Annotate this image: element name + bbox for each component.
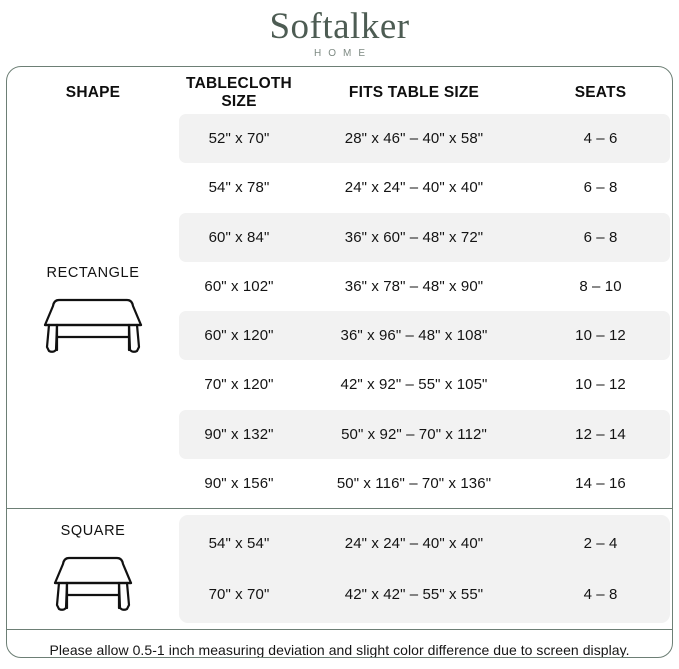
cell-fits-table-size: 36" x 96" – 48" x 108" xyxy=(340,327,488,345)
table-row: 60" x 102" 36" x 78" – 48" x 90" 8 – 10 xyxy=(179,262,672,311)
column-header-fits-table-size: FITS TABLE SIZE xyxy=(348,83,480,101)
shape-cell-square: SQUARE xyxy=(7,509,179,629)
column-header-seats: SEATS xyxy=(574,83,627,101)
shape-cell-rectangle: RECTANGLE xyxy=(7,114,179,508)
footer-divider xyxy=(7,629,672,630)
column-header-tablecloth-size: TABLECLOTH SIZE xyxy=(186,74,292,110)
cell-seats: 10 – 12 xyxy=(575,376,626,394)
table-row: 54" x 54" 24" x 24" – 40" x 40" 2 – 4 xyxy=(179,518,672,569)
cell-tablecloth-size: 52" x 70" xyxy=(208,130,270,148)
size-chart-card: SHAPE TABLECLOTH SIZE FITS TABLE SIZE SE… xyxy=(6,66,673,658)
table-row: 90" x 132" 50" x 92" – 70" x 112" 12 – 1… xyxy=(179,409,672,460)
cell-seats: 14 – 16 xyxy=(575,474,626,492)
cell-seats: 6 – 8 xyxy=(583,179,618,197)
cell-seats: 2 – 4 xyxy=(583,535,618,552)
cell-fits-table-size: 42" x 92" – 55" x 105" xyxy=(340,376,488,394)
footer-note: Please allow 0.5-1 inch measuring deviat… xyxy=(49,642,630,658)
cell-tablecloth-size: 60" x 102" xyxy=(204,277,274,295)
square-rows-shading xyxy=(179,515,670,623)
shape-label-rectangle: RECTANGLE xyxy=(46,265,140,281)
cell-seats: 8 – 10 xyxy=(579,277,622,295)
cell-fits-table-size: 36" x 60" – 48" x 72" xyxy=(344,228,484,246)
cell-tablecloth-size: 90" x 156" xyxy=(204,474,274,492)
table-row: 60" x 84" 36" x 60" – 48" x 72" 6 – 8 xyxy=(179,212,672,263)
footer-note-area: Please allow 0.5-1 inch measuring deviat… xyxy=(7,630,672,658)
rows-rectangle: 52" x 70" 28" x 46" – 40" x 58" 4 – 6 54… xyxy=(179,114,672,508)
cell-fits-table-size: 42" x 42" – 55" x 55" xyxy=(344,586,484,603)
table-header-row: SHAPE TABLECLOTH SIZE FITS TABLE SIZE SE… xyxy=(7,67,672,114)
table-row: 52" x 70" 28" x 46" – 40" x 58" 4 – 6 xyxy=(179,114,672,164)
cell-tablecloth-size: 60" x 120" xyxy=(204,327,274,345)
section-rectangle: RECTANGLE 52" x 70" 28" x 46" – 40" x 58… xyxy=(7,114,672,508)
cell-fits-table-size: 50" x 92" – 70" x 112" xyxy=(341,425,487,443)
cell-seats: 4 – 6 xyxy=(583,130,618,148)
cell-seats: 6 – 8 xyxy=(583,228,618,246)
shape-label-square: SQUARE xyxy=(60,523,126,539)
table-row: 90" x 156" 50" x 116" – 70" x 136" 14 – … xyxy=(179,459,672,508)
column-header-shape: SHAPE xyxy=(65,83,121,101)
cell-tablecloth-size: 70" x 120" xyxy=(204,376,274,394)
square-tablecloth-icon xyxy=(53,556,133,611)
brand-header: Softalker HOME xyxy=(0,0,679,66)
cell-seats: 12 – 14 xyxy=(575,425,626,443)
section-divider xyxy=(7,508,672,509)
cell-tablecloth-size: 54" x 78" xyxy=(208,179,270,197)
cell-fits-table-size: 24" x 24" – 40" x 40" xyxy=(344,179,484,197)
cell-seats: 10 – 12 xyxy=(575,327,626,345)
brand-subtitle: HOME xyxy=(314,47,372,59)
table-row: 70" x 120" 42" x 92" – 55" x 105" 10 – 1… xyxy=(179,360,672,409)
rectangle-tablecloth-icon xyxy=(43,298,143,353)
rows-square: 54" x 54" 24" x 24" – 40" x 40" 2 – 4 70… xyxy=(179,509,672,629)
cell-fits-table-size: 28" x 46" – 40" x 58" xyxy=(344,130,484,148)
cell-fits-table-size: 24" x 24" – 40" x 40" xyxy=(344,535,484,552)
table-row: 70" x 70" 42" x 42" – 55" x 55" 4 – 8 xyxy=(179,569,672,620)
cell-tablecloth-size: 60" x 84" xyxy=(208,228,270,246)
cell-fits-table-size: 36" x 78" – 48" x 90" xyxy=(344,277,484,295)
brand-name: Softalker xyxy=(269,5,410,47)
cell-tablecloth-size: 54" x 54" xyxy=(208,535,270,552)
cell-fits-table-size: 50" x 116" – 70" x 136" xyxy=(336,474,492,492)
table-row: 60" x 120" 36" x 96" – 48" x 108" 10 – 1… xyxy=(179,311,672,361)
cell-seats: 4 – 8 xyxy=(583,586,618,603)
cell-tablecloth-size: 70" x 70" xyxy=(208,586,270,603)
section-square: SQUARE 54" x 54" 24" x 24" – 40" x 40" 2… xyxy=(7,509,672,629)
cell-tablecloth-size: 90" x 132" xyxy=(204,425,274,443)
table-row: 54" x 78" 24" x 24" – 40" x 40" 6 – 8 xyxy=(179,163,672,212)
